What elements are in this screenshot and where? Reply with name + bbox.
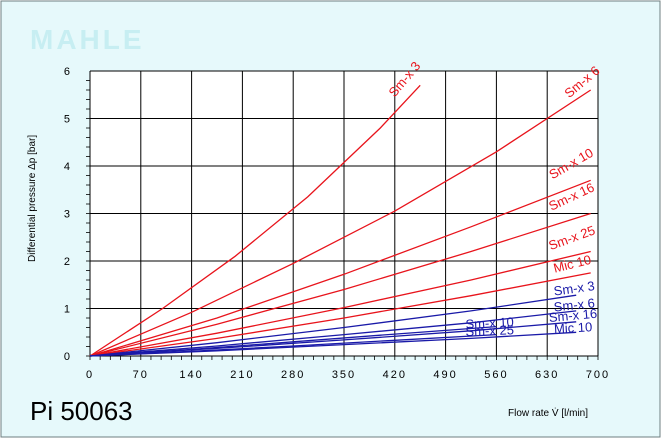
series-line (89, 294, 577, 357)
series-label: Mic 10 (554, 319, 593, 336)
x-tick-label: 0 (86, 369, 94, 381)
y-tick-label: 5 (64, 114, 70, 126)
series-line (89, 310, 577, 357)
series-label: Sm-x 25 (465, 322, 514, 339)
y-axis-label: Differential pressure Δp [bar] (27, 135, 41, 262)
series-line (89, 89, 592, 357)
product-title: Pi 50063 (30, 396, 133, 426)
series-label: Sm-x 16 (548, 306, 598, 325)
x-tick-label: 420 (383, 369, 407, 381)
x-tick-label: 490 (433, 369, 457, 381)
series-line (89, 272, 591, 357)
series-line (89, 331, 577, 357)
x-tick-label: 210 (230, 369, 254, 381)
x-tick-label: 70 (133, 369, 149, 381)
series-label: Sm-x 3 (553, 278, 596, 299)
series-line (89, 212, 591, 357)
series-label: Sm-x 6 (553, 295, 596, 314)
x-axis-label: Flow rate V̇ [l/min] (508, 408, 589, 419)
x-tick-label: 350 (332, 369, 356, 381)
y-tick-label: 6 (64, 66, 70, 78)
y-tick-label: 2 (64, 256, 70, 268)
x-tick-label: 560 (484, 369, 508, 381)
series-line (89, 179, 591, 357)
series-line (89, 84, 421, 357)
y-tick-label: 1 (64, 304, 70, 316)
y-tick-label: 3 (64, 209, 70, 221)
x-tick-label: 700 (586, 369, 610, 381)
x-tick-label: 630 (535, 369, 559, 381)
y-tick-label: 0 (64, 351, 70, 363)
series-label: Sm-x 10 (465, 314, 514, 332)
series-line (89, 321, 577, 357)
series-line (89, 250, 591, 357)
mahle-logo: MAHLE (30, 24, 145, 55)
x-tick-label: 140 (179, 369, 203, 381)
x-tick-label: 280 (281, 369, 305, 381)
y-tick-label: 4 (64, 161, 70, 173)
